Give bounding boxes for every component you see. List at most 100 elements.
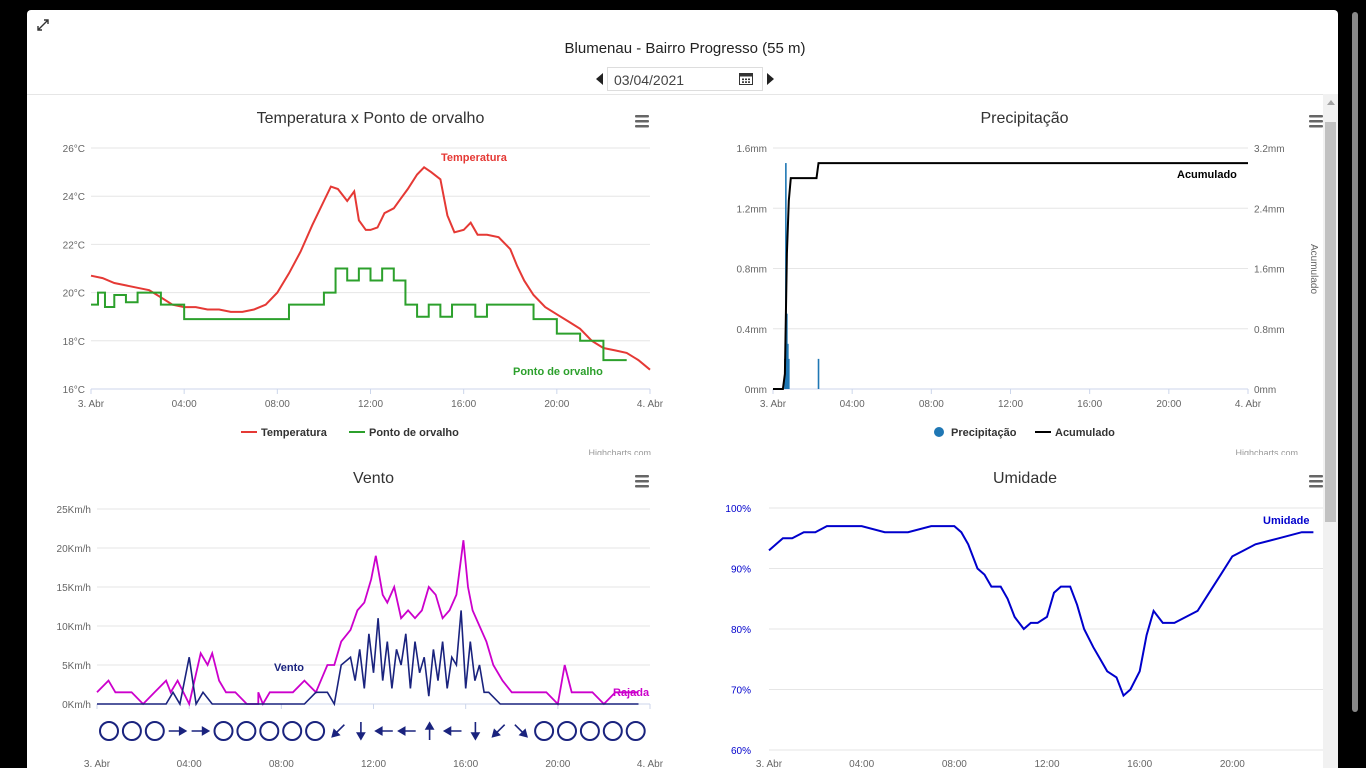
x-tick-label: 04:00 <box>849 759 874 768</box>
y-tick-label: 22°C <box>63 240 85 251</box>
chart-humidity: Umidade 60% 70% 80% 90% 100% 3. Abr 04:00 08:00 1… <box>675 455 1325 768</box>
y-tick-label: 26°C <box>63 144 85 155</box>
station-title: Blumenau - Bairro Progresso (55 m) <box>564 40 806 57</box>
y-tick-label: 0.8mm <box>736 265 767 276</box>
collapse-icon[interactable] <box>36 18 50 32</box>
wind-direction-arrow-icon <box>397 726 416 736</box>
legend-item[interactable]: Ponto de orvalho <box>369 427 459 439</box>
wind-calm-icon <box>579 721 600 741</box>
y-tick-label: 15Km/h <box>57 583 91 594</box>
menu-icon-humidity[interactable] <box>1309 475 1323 488</box>
precip-bar <box>788 358 790 389</box>
annotation-label: Acumulado <box>1177 169 1237 181</box>
y-tick-label: 25Km/h <box>57 505 91 516</box>
x-tick-label: 16:00 <box>453 759 478 768</box>
x-tick-label: 16:00 <box>1127 759 1152 768</box>
x-tick-label: 20:00 <box>1156 399 1181 410</box>
menu-icon-precip[interactable] <box>1309 115 1323 128</box>
calendar-icon[interactable] <box>739 72 753 85</box>
wind-direction-arrow-icon <box>470 722 481 741</box>
x-tick-label: 4. Abr <box>1235 399 1262 410</box>
x-tick-label: 3. Abr <box>756 759 783 768</box>
legend-item[interactable]: Temperatura <box>261 427 328 439</box>
x-tick-label: 12:00 <box>998 399 1023 410</box>
chart-precipitation: Precipitação 0mm 0.4mm 0.8mm 1.2mm 1.6mm 3. Ab… <box>675 95 1323 460</box>
wind-direction-arrow-icon <box>514 724 528 738</box>
scroll-up-icon[interactable] <box>1327 100 1335 105</box>
legend-item[interactable]: Precipitação <box>951 427 1017 439</box>
arrow-shape <box>331 724 345 738</box>
credits-link: Highcharts.com <box>588 448 651 455</box>
y2-tick-label: 0mm <box>1254 385 1276 396</box>
page-scrollbar-thumb[interactable] <box>1352 12 1358 712</box>
x-tick-label: 20:00 <box>1220 759 1245 768</box>
annotation-label: Rajada <box>613 687 650 699</box>
wind-direction-arrow-icon <box>442 726 462 736</box>
y2-axis-title: Acumulado <box>1308 244 1319 294</box>
y-tick-label: 1.6mm <box>736 144 767 155</box>
previous-day-button[interactable] <box>596 73 603 85</box>
wind-direction-arrow-icon <box>424 721 435 740</box>
x-tick-label: 08:00 <box>269 759 294 768</box>
wind-calm-icon <box>121 721 142 741</box>
arrow-shape <box>374 726 393 736</box>
x-tick-label: 20:00 <box>544 399 569 410</box>
wind-direction-arrow-icon <box>191 726 211 736</box>
menu-icon-bar <box>1309 125 1323 128</box>
wind-calm-icon <box>259 721 280 741</box>
x-tick-label: 04:00 <box>177 759 202 768</box>
x-tick-label: 08:00 <box>919 399 944 410</box>
arrow-shape <box>397 726 416 736</box>
arrow-shape <box>442 726 462 736</box>
x-tick-label: 08:00 <box>942 759 967 768</box>
next-day-button[interactable] <box>767 73 774 85</box>
annotation-label: Ponto de orvalho <box>513 366 603 378</box>
arrow-shape <box>191 726 211 736</box>
arrow-shape <box>514 724 528 738</box>
y-tick-label: 1.2mm <box>736 204 767 215</box>
date-input[interactable]: 03/04/2021 <box>607 67 763 91</box>
menu-icon-bar <box>635 475 649 478</box>
chart-title: Temperatura x Ponto de orvalho <box>257 110 485 127</box>
y-tick-label: 16°C <box>63 385 85 396</box>
menu-icon-bar <box>1309 480 1323 483</box>
y-tick-label: 70% <box>731 686 751 697</box>
legend-item[interactable]: Acumulado <box>1055 427 1115 439</box>
y2-tick-label: 1.6mm <box>1254 265 1285 276</box>
y-tick-label: 0mm <box>745 385 767 396</box>
menu-icon-bar <box>1309 120 1323 123</box>
y-tick-label: 5Km/h <box>62 661 91 672</box>
x-tick-label: 12:00 <box>358 399 383 410</box>
x-tick-label: 08:00 <box>265 399 290 410</box>
menu-icon-bar <box>635 125 649 128</box>
series-line-accumulated <box>773 162 1248 390</box>
x-tick-label: 16:00 <box>451 399 476 410</box>
x-tick-label: 04:00 <box>172 399 197 410</box>
wind-direction-arrow-icon <box>356 722 366 741</box>
series-line-wind <box>97 610 639 707</box>
chart-wind: Vento 0Km/h 5Km/h 10Km/h 15Km/h 20Km/h 25Km/h 3… <box>27 455 675 768</box>
wind-calm-icon <box>99 721 119 741</box>
series-line-temperature <box>90 165 651 371</box>
header-divider <box>27 94 1323 95</box>
x-tick-label: 12:00 <box>1034 759 1059 768</box>
wind-calm-icon <box>534 721 555 741</box>
y-tick-label: 20Km/h <box>57 544 91 555</box>
wind-calm-icon <box>282 721 303 741</box>
chart-title: Umidade <box>993 470 1057 487</box>
wind-direction-arrow-icon <box>491 724 506 738</box>
scrollbar-thumb[interactable] <box>1325 122 1336 522</box>
annotation-label: Vento <box>274 662 304 674</box>
annotation-label: Temperatura <box>441 152 508 164</box>
x-tick-label: 3. Abr <box>84 759 111 768</box>
y-tick-label: 80% <box>731 625 751 636</box>
wind-direction-arrow-icon <box>168 726 188 736</box>
series-line-humidity <box>768 525 1314 698</box>
menu-icon-wind[interactable] <box>635 475 649 488</box>
legend-symbol[interactable] <box>934 427 944 437</box>
menu-icon-temp[interactable] <box>635 115 649 128</box>
wind-direction-arrow-icon <box>331 724 345 738</box>
chart-temperature: Temperatura x Ponto de orvalho 16°C 18°C 20… <box>27 95 675 460</box>
y-tick-label: 100% <box>725 504 751 515</box>
y-tick-label: 0.4mm <box>736 325 767 336</box>
